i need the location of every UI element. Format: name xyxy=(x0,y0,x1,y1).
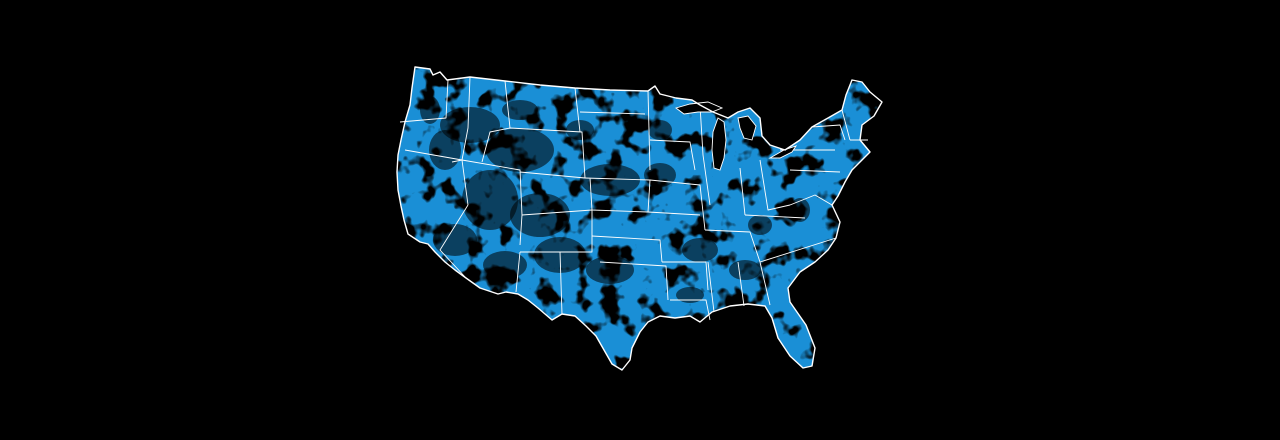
state-border xyxy=(811,124,846,141)
state-border xyxy=(649,179,706,231)
lake-huron xyxy=(737,115,757,141)
coverage-gap xyxy=(510,193,570,237)
coverage-gap xyxy=(486,128,554,172)
state-border xyxy=(461,159,523,246)
state-border xyxy=(737,261,745,307)
us-outline xyxy=(396,66,883,371)
coverage-gap xyxy=(682,238,718,262)
state-border xyxy=(579,111,646,115)
coverage-gap xyxy=(429,130,461,170)
coverage-gap xyxy=(648,120,672,140)
state-border xyxy=(591,235,663,263)
coverage-gap xyxy=(502,100,538,120)
coverage-gap xyxy=(790,198,810,222)
state-border xyxy=(451,76,471,163)
coverage-gap xyxy=(676,287,704,303)
state-border xyxy=(759,159,791,211)
state-border xyxy=(481,80,511,163)
state-border xyxy=(599,261,669,301)
state-border xyxy=(759,261,771,306)
coverage-gap xyxy=(440,107,500,143)
state-border xyxy=(670,299,711,321)
state-border xyxy=(520,209,593,253)
coverage-gap xyxy=(729,260,761,280)
coverage-gap xyxy=(420,96,440,124)
state-border xyxy=(739,167,746,216)
coverage-gap xyxy=(462,170,518,230)
lake-erie xyxy=(768,145,798,159)
state-border xyxy=(649,139,696,171)
state-border xyxy=(647,90,651,171)
coverage-gap xyxy=(580,164,640,196)
state-border xyxy=(704,229,761,263)
state-border xyxy=(399,79,449,123)
coverage-gap xyxy=(433,224,477,256)
state-border xyxy=(574,87,581,133)
coverage-gap xyxy=(586,256,634,284)
state-border xyxy=(789,194,833,206)
state-border xyxy=(759,237,837,263)
state-borders xyxy=(399,76,868,321)
state-border xyxy=(699,104,711,206)
coverage-gap xyxy=(483,251,527,279)
state-border xyxy=(662,261,709,291)
coverage-gap xyxy=(644,163,676,187)
state-border xyxy=(744,214,806,219)
state-border xyxy=(509,127,586,179)
coverage-gap xyxy=(748,215,772,235)
state-border xyxy=(707,261,715,313)
lake-michigan xyxy=(711,117,727,171)
state-border xyxy=(515,251,521,293)
state-border xyxy=(439,204,469,279)
state-border xyxy=(789,169,841,173)
state-border xyxy=(841,109,851,141)
state-border xyxy=(559,251,563,315)
state-border xyxy=(647,211,701,216)
